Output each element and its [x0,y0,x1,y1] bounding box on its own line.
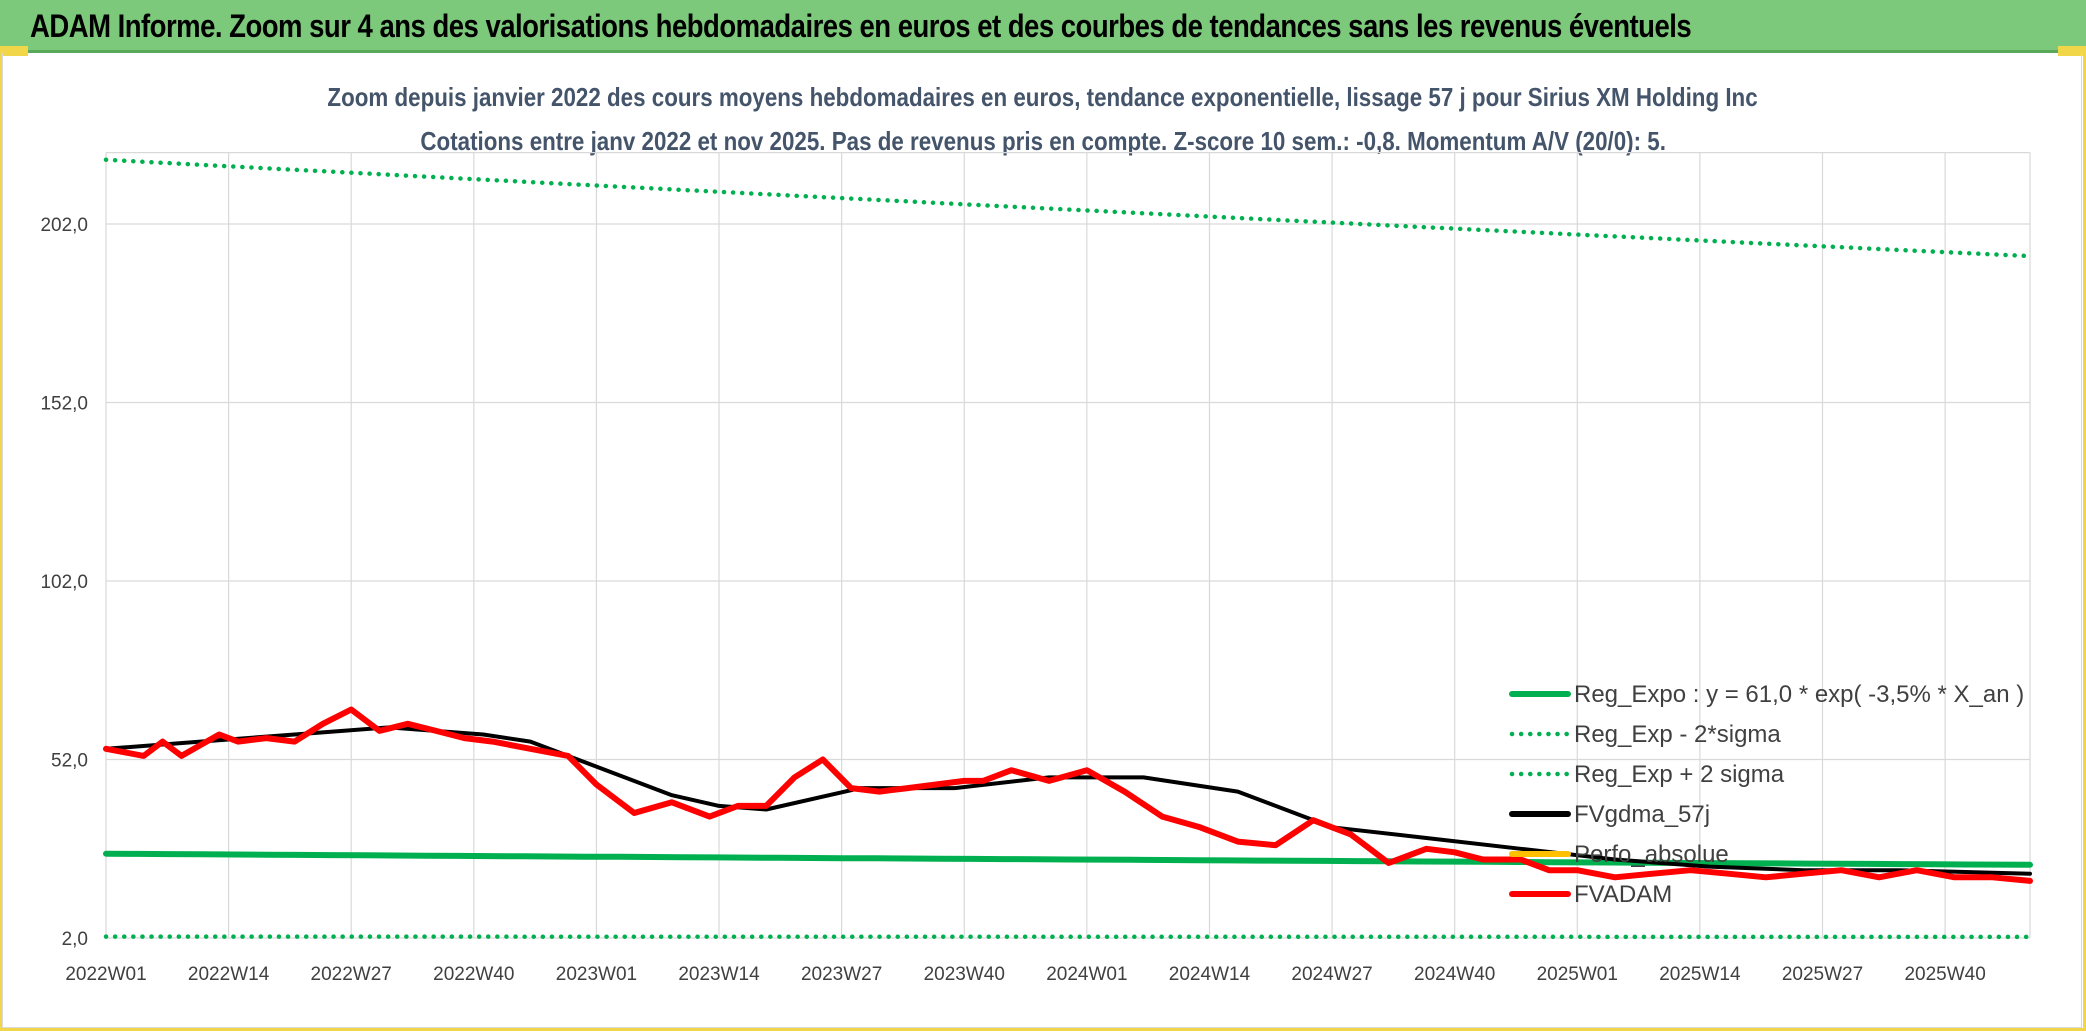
fvgdma-57j-line [104,725,2032,876]
x-tick-label: 2024W14 [1169,964,1251,985]
y-tick-label: 52,0 [51,751,88,772]
chart-title: Zoom depuis janvier 2022 des cours moyen… [327,82,1759,112]
y-tick-label: 2,0 [62,929,88,950]
x-tick-label: 2023W01 [556,964,637,985]
x-tick-label: 2023W40 [924,964,1005,985]
x-tick-label: 2025W14 [1659,964,1741,985]
x-tick-label: 2024W27 [1291,964,1372,985]
y-tick-label: 152,0 [40,394,88,415]
x-tick-label: 2022W14 [188,964,270,985]
report-banner: ADAM Informe. Zoom sur 4 ans des valoris… [0,0,2086,56]
x-tick-label: 2024W40 [1414,964,1495,985]
chart-subtitle: Cotations entre janv 2022 et nov 2025. P… [420,126,1666,156]
reg-exp-plus-2sigma-line [103,157,2033,259]
legend-label: Reg_Exp + 2 sigma [1574,761,1785,788]
y-axis-labels: 2,0 52,0 102,0 152,0 202,0 [40,215,88,950]
x-tick-label: 2022W27 [311,964,392,985]
series-lines [103,157,2033,940]
report-title: ADAM Informe. Zoom sur 4 ans des valoris… [30,8,1692,44]
x-tick-label: 2023W27 [801,964,882,985]
x-tick-label: 2025W27 [1782,964,1863,985]
legend-label: Reg_Expo : y = 61,0 * exp( -3,5% * X_an … [1574,681,2024,708]
frame-border-right [2083,53,2086,1031]
banner-accent-left [0,46,28,56]
legend-label: Perfo_absolue [1574,841,1729,868]
x-tick-label: 2023W14 [678,964,760,985]
x-tick-label: 2024W01 [1046,964,1127,985]
y-tick-label: 102,0 [40,572,88,593]
x-tick-label: 2025W40 [1904,964,1985,985]
reg-expo-line [103,850,2033,868]
legend-label: Reg_Exp - 2*sigma [1574,721,1781,748]
legend-label: FVADAM [1574,881,1672,908]
legend-label: FVgdma_57j [1574,801,1710,828]
chart-frame [2,53,2082,1028]
frame-border-bottom [0,1028,2086,1031]
fvadam-line [103,706,2033,884]
y-tick-label: 202,0 [40,215,88,236]
frame-border-left [0,53,3,1031]
x-tick-label: 2022W40 [433,964,514,985]
x-tick-label: 2025W01 [1537,964,1618,985]
banner-accent-right [2058,46,2086,56]
grid-lines [105,152,2031,939]
x-tick-label: 2022W01 [65,964,146,985]
legend: Reg_Expo : y = 61,0 * exp( -3,5% * X_an … [1509,681,2024,908]
x-axis-labels: 2022W01 2022W14 2022W27 2022W40 2023W01 2023W… [65,964,1985,985]
